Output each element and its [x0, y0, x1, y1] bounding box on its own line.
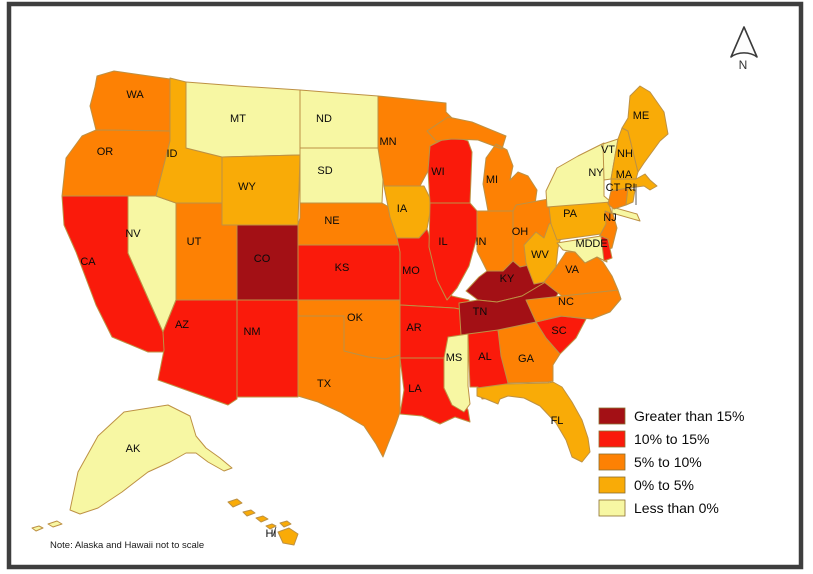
legend: Greater than 15% 10% to 15% 5% to 10% 0% to… [598, 407, 745, 517]
state-label-ID: ID [167, 148, 178, 160]
legend-swatch-r10_15 [598, 430, 626, 448]
state-DE [600, 235, 613, 262]
legend-item-label: 0% to 5% [634, 477, 694, 493]
state-label-OH: OH [512, 226, 529, 238]
state-label-GA: GA [518, 353, 535, 365]
legend-swatch-gt15 [598, 407, 626, 425]
state-label-NY: NY [588, 167, 604, 179]
state-MO [396, 228, 471, 312]
state-label-NH: NH [617, 148, 633, 160]
state-label-MD: MD [575, 238, 592, 250]
states-layer [31, 70, 669, 546]
state-label-WV: WV [531, 249, 549, 261]
state-label-AR: AR [406, 322, 421, 334]
state-label-NV: NV [125, 228, 141, 240]
state-ME [621, 85, 669, 173]
state-label-MO: MO [402, 265, 420, 277]
state-label-AZ: AZ [175, 319, 189, 331]
state-label-IA: IA [397, 203, 408, 215]
state-RI [625, 187, 636, 206]
state-IL [428, 202, 478, 301]
north-arrow-label: N [739, 58, 748, 72]
north-arrow-icon [730, 26, 758, 58]
state-label-VA: VA [565, 264, 580, 276]
state-label-MS: MS [446, 352, 463, 364]
state-WA [89, 70, 171, 132]
state-KS [297, 244, 409, 301]
state-TX [297, 315, 401, 458]
state-label-KS: KS [335, 262, 350, 274]
state-label-NC: NC [558, 296, 574, 308]
state-label-IN: IN [476, 236, 487, 248]
legend-swatch-a0_5 [598, 476, 626, 494]
state-labels-layer: WA OR CA NV ID MT WY UT CO AZ NM ND SD NE KS OK TX MN IA MO… [80, 89, 649, 540]
state-label-MT: MT [230, 113, 246, 125]
state-label-DE: DE [592, 238, 607, 250]
state-WY [221, 154, 301, 226]
state-label-ND: ND [316, 113, 332, 125]
state-label-IL: IL [438, 236, 447, 248]
state-label-UT: UT [187, 236, 202, 248]
state-CT [607, 187, 629, 210]
state-label-VT: VT [601, 144, 615, 156]
map-note: Note: Alaska and Hawaii not to scale [50, 540, 204, 551]
state-label-AL: AL [478, 351, 491, 363]
state-MS [443, 333, 471, 413]
state-label-NE: NE [324, 215, 339, 227]
state-SD [299, 147, 385, 204]
state-label-SD: SD [317, 165, 332, 177]
legend-item-label: Greater than 15% [634, 408, 745, 424]
state-HI [227, 498, 299, 546]
state-ND [299, 89, 379, 149]
state-label-AK: AK [126, 443, 141, 455]
state-label-OK: OK [347, 312, 364, 324]
state-label-CT: CT [606, 182, 621, 194]
state-label-LA: LA [408, 383, 422, 395]
legend-swatch-lt0 [598, 499, 626, 517]
leader-lines [272, 184, 637, 537]
north-arrow: N [730, 26, 758, 72]
state-label-RI: RI [625, 182, 636, 194]
legend-item-label: 10% to 15% [634, 431, 710, 447]
state-label-CO: CO [254, 253, 271, 265]
state-label-HI: HI [266, 528, 277, 540]
legend-item-label: Less than 0% [634, 500, 719, 516]
state-label-MI: MI [486, 174, 498, 186]
state-label-TN: TN [473, 306, 488, 318]
state-label-WY: WY [238, 181, 256, 193]
state-label-NJ: NJ [603, 212, 616, 224]
state-label-TX: TX [317, 378, 332, 390]
legend-swatch-o5_10 [598, 453, 626, 471]
state-label-NM: NM [243, 326, 260, 338]
hi-leader-line [272, 526, 277, 537]
state-label-CA: CA [80, 256, 96, 268]
state-label-KY: KY [500, 273, 515, 285]
state-label-FL: FL [551, 415, 564, 427]
state-label-WI: WI [431, 166, 444, 178]
state-FL [476, 381, 591, 463]
state-label-WA: WA [126, 89, 144, 101]
legend-item-label: 5% to 10% [634, 454, 702, 470]
state-label-OR: OR [97, 146, 114, 158]
state-NM [236, 299, 299, 398]
state-AK [31, 404, 233, 532]
state-label-MN: MN [379, 136, 396, 148]
state-label-ME: ME [633, 110, 650, 122]
state-label-SC: SC [551, 325, 566, 337]
state-label-MA: MA [616, 169, 633, 181]
state-label-PA: PA [563, 208, 578, 220]
